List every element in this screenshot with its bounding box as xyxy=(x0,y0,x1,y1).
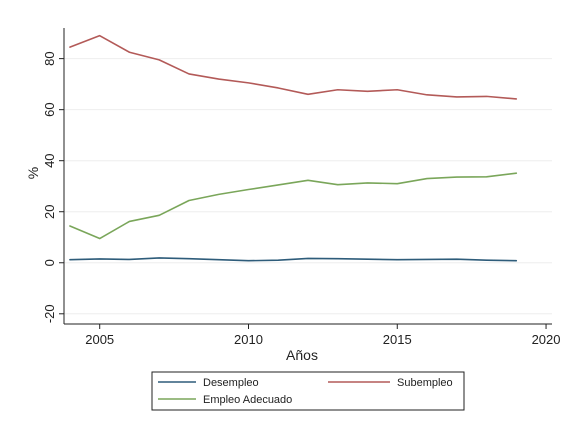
y-tick-label: -20 xyxy=(42,304,57,323)
y-tick-label: 20 xyxy=(42,204,57,218)
legend-box xyxy=(151,371,465,411)
x-tick-label: 2015 xyxy=(383,332,412,347)
axes: -20 0 20 40 60 80 2005 2010 2015 2020 xyxy=(42,28,561,347)
y-tick-label: 60 xyxy=(42,102,57,116)
legend-label-desempleo: Desempleo xyxy=(203,377,259,389)
x-tick-label: 2010 xyxy=(234,332,263,347)
grid-lines xyxy=(64,58,552,315)
x-tick-label: 2005 xyxy=(85,332,114,347)
y-axis-label: % xyxy=(25,167,41,179)
y-tick-label: 80 xyxy=(42,51,57,65)
legend: Desempleo Subempleo Empleo Adecuado xyxy=(151,371,465,411)
series-line-subempleo xyxy=(69,34,518,100)
series-lines xyxy=(69,34,518,262)
y-tick-label: 40 xyxy=(42,153,57,167)
series-line-empleo-adecuado xyxy=(69,172,518,240)
x-tick-label: 2020 xyxy=(532,332,561,347)
legend-label-subempleo: Subempleo xyxy=(397,377,453,389)
y-tick-label: 0 xyxy=(42,259,57,266)
legend-label-empleo-adecuado: Empleo Adecuado xyxy=(203,394,292,406)
series-line-desempleo xyxy=(69,257,518,262)
x-axis-label: Años xyxy=(286,347,318,363)
